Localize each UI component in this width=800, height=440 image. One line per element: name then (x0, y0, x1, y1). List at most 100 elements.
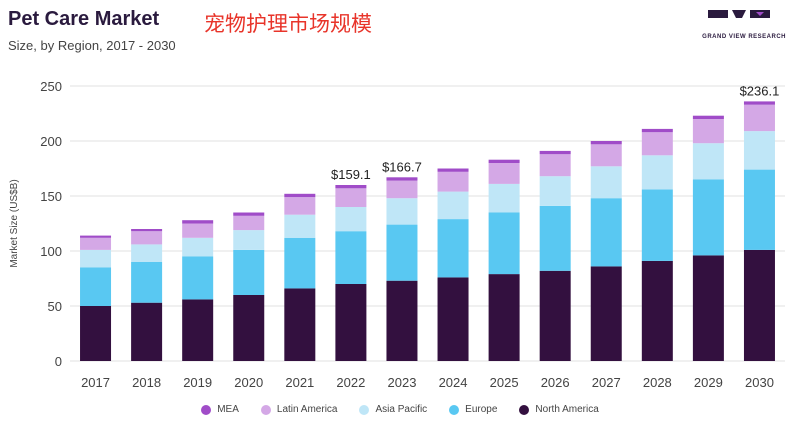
x-tick-label: 2021 (285, 375, 314, 390)
bar-north-america (233, 295, 265, 361)
bar-latin-america (437, 171, 469, 192)
bar-europe (284, 237, 316, 289)
legend-item: MEA (201, 404, 239, 415)
bar-north-america (590, 266, 622, 361)
x-tick-label: 2018 (132, 375, 161, 390)
bar-asia-pacific (590, 166, 622, 199)
bar-latin-america (131, 231, 163, 245)
y-tick-label: 50 (48, 299, 62, 314)
bar-north-america (284, 288, 316, 361)
bar-europe (131, 262, 163, 303)
bar-mea (590, 141, 622, 145)
bar-europe (692, 179, 724, 256)
bar-north-america (386, 280, 418, 361)
legend-swatch (201, 404, 212, 415)
legend-label: North America (535, 404, 599, 415)
bar-asia-pacific (488, 183, 520, 213)
bar-mea (692, 115, 724, 119)
y-tick-label: 200 (40, 134, 62, 149)
x-tick-label: 2019 (183, 375, 212, 390)
bar-latin-america (743, 104, 775, 132)
legend-label: Latin America (276, 404, 338, 415)
bar-europe (80, 267, 112, 306)
plot-area (70, 86, 785, 361)
x-tick-label: 2022 (336, 375, 365, 390)
bar-mea (386, 177, 418, 181)
x-tick-label: 2023 (388, 375, 417, 390)
bar-mea (335, 185, 367, 189)
bar-latin-america (80, 237, 112, 250)
bar-north-america (80, 306, 112, 361)
bar-mea (437, 168, 469, 172)
y-axis-label: Market Size (US$B) (9, 179, 20, 267)
stacked-bar-chart: 0 50 100 150 200 250 Market Size (US$B) 2017 201… (9, 79, 785, 390)
legend-label: MEA (217, 404, 239, 415)
bar-europe (386, 224, 418, 281)
bar-latin-america (335, 188, 367, 207)
bar-europe (437, 219, 469, 278)
x-tick-label: 2020 (234, 375, 263, 390)
legend-swatch (359, 404, 370, 415)
bar-north-america (488, 274, 520, 361)
bar-asia-pacific (182, 237, 214, 257)
bar-asia-pacific (80, 249, 112, 268)
chart-subtitle: Size, by Region, 2017 - 2030 (8, 38, 176, 53)
bar-mea (233, 212, 265, 216)
bar-north-america (641, 260, 673, 361)
legend-label: Asia Pacific (375, 404, 428, 415)
bar-mea (80, 235, 112, 238)
bar-north-america (335, 284, 367, 361)
logo-text: GRAND VIEW RESEARCH (702, 34, 786, 40)
bar-asia-pacific (641, 155, 673, 190)
bar-asia-pacific (743, 131, 775, 170)
legend-item: Latin America (260, 404, 338, 415)
bar-asia-pacific (233, 230, 265, 250)
grand-view-research-logo (708, 10, 770, 18)
bar-latin-america (692, 119, 724, 144)
bar-asia-pacific (539, 176, 571, 206)
legend-swatch (260, 404, 271, 415)
bar-mea (284, 193, 316, 198)
x-tick-label: 2026 (541, 375, 570, 390)
bar-europe (233, 249, 265, 295)
bar-mea (182, 220, 214, 224)
bar-mea (743, 101, 775, 105)
y-tick-label: 100 (40, 244, 62, 259)
x-tick-label: 2017 (81, 375, 110, 390)
bar-europe (335, 231, 367, 284)
y-tick-label: 0 (55, 354, 62, 369)
bar-asia-pacific (284, 214, 316, 238)
bar-mea (539, 150, 571, 155)
bar-mea (488, 159, 520, 163)
bar-asia-pacific (131, 244, 163, 262)
legend-swatch (519, 404, 530, 415)
bar-latin-america (488, 163, 520, 184)
bar-latin-america (641, 132, 673, 156)
x-tick-label: 2028 (643, 375, 672, 390)
bar-north-america (539, 270, 571, 361)
bar-north-america (131, 302, 163, 361)
bar-mea (131, 229, 163, 232)
x-tick-label: 2024 (439, 375, 468, 390)
x-tick-label: 2025 (490, 375, 519, 390)
total-data-label: $166.7 (382, 159, 422, 174)
y-tick-label: 250 (40, 79, 62, 94)
bar-europe (539, 205, 571, 271)
bar-europe (743, 169, 775, 250)
bar-latin-america (539, 154, 571, 177)
total-data-label: $159.1 (331, 167, 371, 182)
bar-asia-pacific (692, 143, 724, 180)
bar-asia-pacific (386, 198, 418, 225)
bar-mea (641, 128, 673, 133)
bar-asia-pacific (437, 191, 469, 220)
bar-north-america (182, 299, 214, 361)
bar-latin-america (590, 144, 622, 167)
y-tick-label: 150 (40, 189, 62, 204)
bar-latin-america (386, 180, 418, 199)
x-tick-label: 2027 (592, 375, 621, 390)
legend-label: Europe (465, 404, 498, 415)
bar-asia-pacific (335, 207, 367, 232)
bar-latin-america (233, 215, 265, 231)
bar-europe (182, 256, 214, 300)
bar-europe (641, 189, 673, 261)
